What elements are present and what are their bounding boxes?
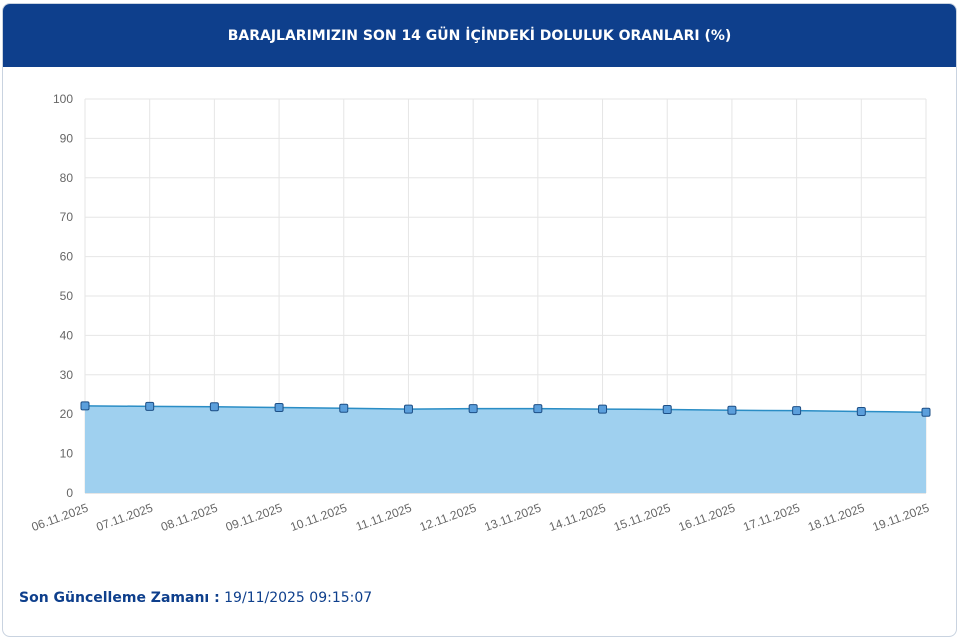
card: BARAJLARIMIZIN SON 14 GÜN İÇİNDEKİ DOLUL… xyxy=(2,3,957,637)
marker xyxy=(598,404,608,414)
marker xyxy=(209,402,219,412)
x-tick-label: 16.11.2025 xyxy=(677,501,738,535)
x-tick-label: 14.11.2025 xyxy=(547,501,608,535)
x-tick-label: 19.11.2025 xyxy=(871,501,932,535)
marker xyxy=(856,406,866,416)
y-tick-label: 10 xyxy=(60,447,74,461)
y-tick-label: 100 xyxy=(53,92,73,106)
marker xyxy=(921,407,931,417)
y-tick-label: 60 xyxy=(60,250,74,264)
marker xyxy=(339,403,349,413)
x-tick-label: 18.11.2025 xyxy=(806,501,867,535)
x-tick-label: 13.11.2025 xyxy=(482,501,543,535)
y-tick-label: 0 xyxy=(66,486,73,500)
x-tick-label: 11.11.2025 xyxy=(354,501,414,534)
header-title: BARAJLARIMIZIN SON 14 GÜN İÇİNDEKİ DOLUL… xyxy=(227,27,732,44)
x-tick-label: 12.11.2025 xyxy=(418,501,479,535)
y-tick-label: 90 xyxy=(60,131,74,145)
header: BARAJLARIMIZIN SON 14 GÜN İÇİNDEKİ DOLUL… xyxy=(3,4,956,67)
marker xyxy=(145,401,155,411)
footer: Son Güncelleme Zamanı : 19/11/2025 09:15… xyxy=(19,590,372,606)
line xyxy=(84,405,927,413)
marker xyxy=(792,406,802,416)
marker xyxy=(727,405,737,415)
marker xyxy=(403,404,413,414)
footer-label: Son Güncelleme Zamanı : xyxy=(19,590,220,606)
footer-value: 19/11/2025 09:15:07 xyxy=(224,590,373,606)
y-tick-label: 30 xyxy=(60,368,74,382)
x-tick-label: 17.11.2025 xyxy=(741,501,802,535)
x-tick-label: 10.11.2025 xyxy=(288,501,349,535)
marker xyxy=(468,404,478,414)
y-tick-label: 40 xyxy=(60,328,74,342)
x-tick-label: 08.11.2025 xyxy=(159,501,220,535)
y-tick-label: 70 xyxy=(60,210,74,224)
x-tick-label: 06.11.2025 xyxy=(30,501,91,535)
marker xyxy=(662,404,672,414)
x-tick-label: 09.11.2025 xyxy=(224,501,285,535)
chart: 0 10 20 30 40 50 60 70 80 90 100 06.11.2025 07.11.20… xyxy=(30,92,932,535)
y-tick-label: 20 xyxy=(60,407,74,421)
marker xyxy=(80,401,90,411)
area xyxy=(85,405,926,493)
marker xyxy=(274,403,284,413)
marker xyxy=(533,404,543,414)
y-tick-label: 80 xyxy=(60,171,74,185)
x-tick-label: 07.11.2025 xyxy=(94,501,155,535)
y-tick-label: 50 xyxy=(60,289,74,303)
x-tick-label: 15.11.2025 xyxy=(612,501,673,535)
